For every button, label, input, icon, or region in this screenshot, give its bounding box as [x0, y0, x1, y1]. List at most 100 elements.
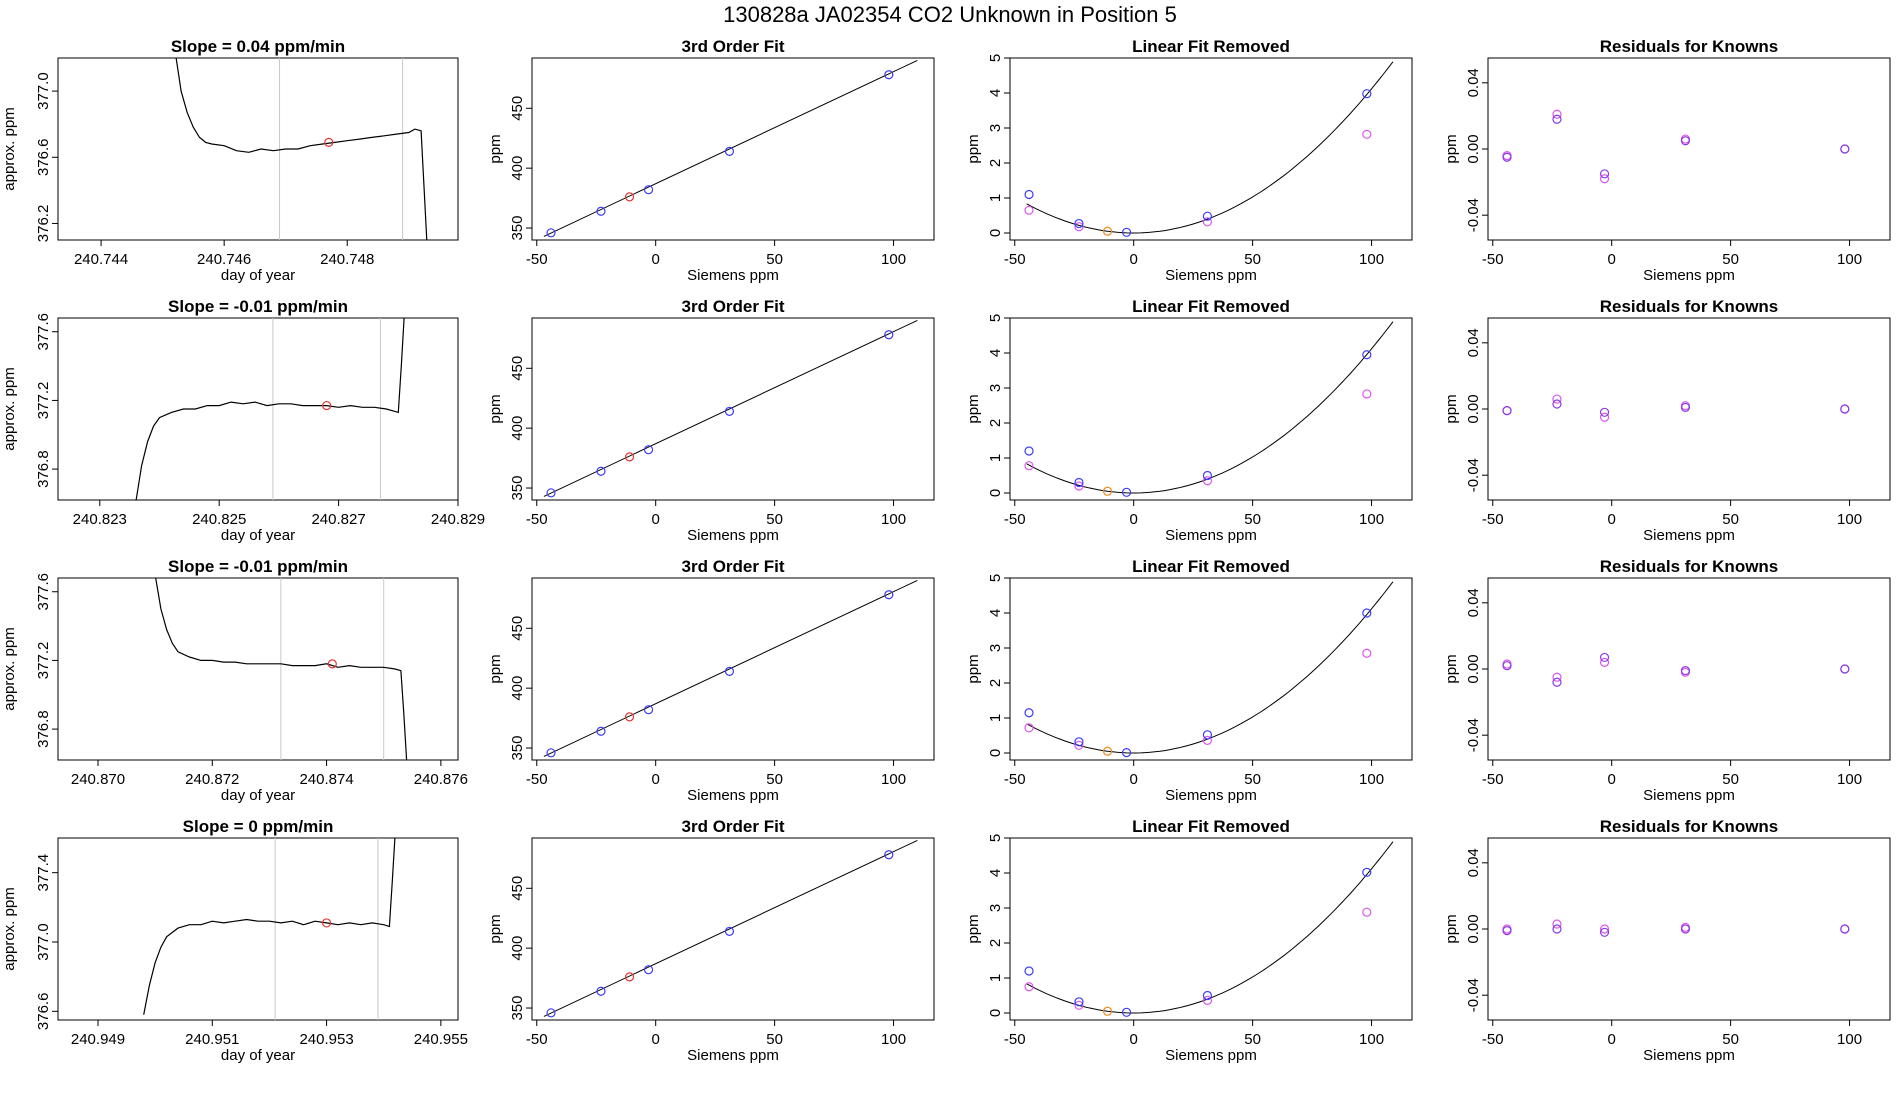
- x-axis-label: day of year: [221, 1047, 295, 1064]
- y-tick-label: 450: [509, 616, 526, 641]
- known-point: [546, 748, 556, 758]
- y-tick-label: 5: [987, 314, 1004, 322]
- x-tick-label: 0: [1130, 251, 1138, 268]
- known-point: [884, 330, 894, 340]
- data-layer: [1502, 652, 1850, 687]
- y-tick-label: 0.00: [1465, 394, 1482, 423]
- x-tick-label: 50: [1244, 511, 1261, 528]
- x-tick-label: 100: [1837, 511, 1862, 528]
- panel-fit-1: 3rd Order Fit -50 0 50 100 Siemens ppm 350 400 4…: [487, 37, 935, 284]
- prior-point: [1202, 476, 1213, 486]
- panel-linear-2: Linear Fit Removed -50 0 50 100 Siemens ppm 0 1…: [965, 297, 1413, 544]
- known-point: [1362, 350, 1372, 360]
- prior-point: [1362, 129, 1372, 139]
- panel-title: Slope = 0 ppm/min: [183, 817, 334, 836]
- x-tick-label: 100: [1359, 511, 1384, 528]
- x-tick-label: 100: [1359, 251, 1384, 268]
- known-point: [1362, 867, 1372, 877]
- timeseries-line: [135, 318, 405, 500]
- known-point: [643, 965, 654, 975]
- x-axis-label: Siemens ppm: [1643, 527, 1735, 544]
- known-point: [724, 666, 735, 676]
- fit-line: [543, 839, 918, 1017]
- prior-point: [1362, 389, 1372, 399]
- known-point: [643, 185, 654, 195]
- data-layer: [1502, 109, 1850, 184]
- known-point: [596, 986, 606, 996]
- residual-point-alt: [1552, 672, 1562, 682]
- x-tick-label: -50: [1004, 771, 1026, 788]
- y-tick-label: 0.04: [1465, 328, 1482, 357]
- x-tick-label: 50: [1722, 251, 1739, 268]
- residual-point: [1680, 666, 1691, 676]
- known-point: [596, 206, 606, 216]
- y-tick-label: 0.00: [1465, 654, 1482, 683]
- residual-point-alt: [1552, 919, 1562, 929]
- known-point: [724, 406, 735, 416]
- panel-title: Linear Fit Removed: [1132, 817, 1290, 836]
- panel-linear-3: Linear Fit Removed -50 0 50 100 Siemens ppm 0 1…: [965, 557, 1413, 804]
- known-point: [1121, 748, 1132, 758]
- x-tick-label: 240.872: [185, 771, 239, 788]
- known-point: [643, 445, 654, 455]
- x-tick-label: 50: [1722, 511, 1739, 528]
- residual-curve: [1026, 581, 1394, 754]
- x-tick-label: 0: [1608, 251, 1616, 268]
- y-tick-label: 376.6: [35, 993, 52, 1031]
- x-tick-label: 0: [1608, 771, 1616, 788]
- y-tick-label: 350: [509, 996, 526, 1021]
- fit-line: [543, 319, 918, 497]
- data-layer: [1502, 394, 1850, 422]
- y-tick-label: 1: [987, 194, 1004, 202]
- data-layer: [543, 59, 918, 238]
- known-point: [724, 146, 735, 156]
- residual-curve: [1026, 841, 1394, 1014]
- y-tick-label: 5: [987, 54, 1004, 62]
- x-axis-label: Siemens ppm: [1165, 267, 1257, 284]
- known-point: [884, 70, 894, 80]
- residual-point-alt: [1552, 394, 1562, 404]
- panel-timeseries-4: Slope = 0 ppm/min 240.949 240.951 240.953 24…: [1, 817, 468, 1064]
- known-point: [884, 590, 894, 600]
- y-tick-label: 4: [987, 349, 1004, 357]
- x-tick-label: -50: [1004, 251, 1026, 268]
- known-point: [1362, 89, 1372, 99]
- known-point: [1202, 990, 1213, 1001]
- prior-point: [1074, 481, 1084, 491]
- x-tick-label: -50: [1482, 511, 1504, 528]
- data-layer: [135, 318, 405, 500]
- x-tick-label: -50: [1482, 251, 1504, 268]
- y-tick-label: 400: [509, 936, 526, 961]
- plot-frame: [1009, 57, 1413, 241]
- y-tick-label: 0.04: [1465, 848, 1482, 877]
- x-tick-label: 0: [1608, 511, 1616, 528]
- y-tick-label: 376.8: [35, 450, 52, 488]
- panel-resid-4: Residuals for Knowns -50 0 50 100 Siemens ppm…: [1443, 817, 1891, 1064]
- data-layer: [1024, 321, 1394, 497]
- x-tick-label: 240.829: [431, 511, 485, 528]
- x-tick-label: 240.951: [185, 1031, 239, 1048]
- y-tick-label: 376.6: [35, 138, 52, 176]
- known-point: [1024, 966, 1034, 976]
- x-axis-label: Siemens ppm: [1643, 787, 1735, 804]
- panel-linear-1: Linear Fit Removed -50 0 50 100 Siemens ppm 0 1…: [965, 37, 1413, 284]
- y-tick-label: 350: [509, 476, 526, 501]
- prior-point: [1024, 723, 1034, 733]
- y-tick-label: 0.00: [1465, 134, 1482, 163]
- known-point: [1121, 1007, 1132, 1017]
- panel-title: 3rd Order Fit: [682, 817, 785, 836]
- y-tick-label: 0: [987, 1009, 1004, 1017]
- x-tick-label: 0: [1608, 1031, 1616, 1048]
- y-axis-label: ppm: [965, 134, 982, 163]
- x-tick-label: 0: [1130, 1031, 1138, 1048]
- y-tick-label: 450: [509, 96, 526, 121]
- residual-point: [1680, 136, 1691, 146]
- x-tick-label: 50: [766, 511, 783, 528]
- x-tick-label: 100: [881, 511, 906, 528]
- mean-point: [321, 918, 332, 928]
- y-tick-label: -0.04: [1465, 978, 1482, 1012]
- x-tick-label: 50: [1244, 771, 1261, 788]
- data-layer: [175, 58, 428, 240]
- y-tick-label: 2: [987, 679, 1004, 687]
- x-axis-label: day of year: [221, 527, 295, 544]
